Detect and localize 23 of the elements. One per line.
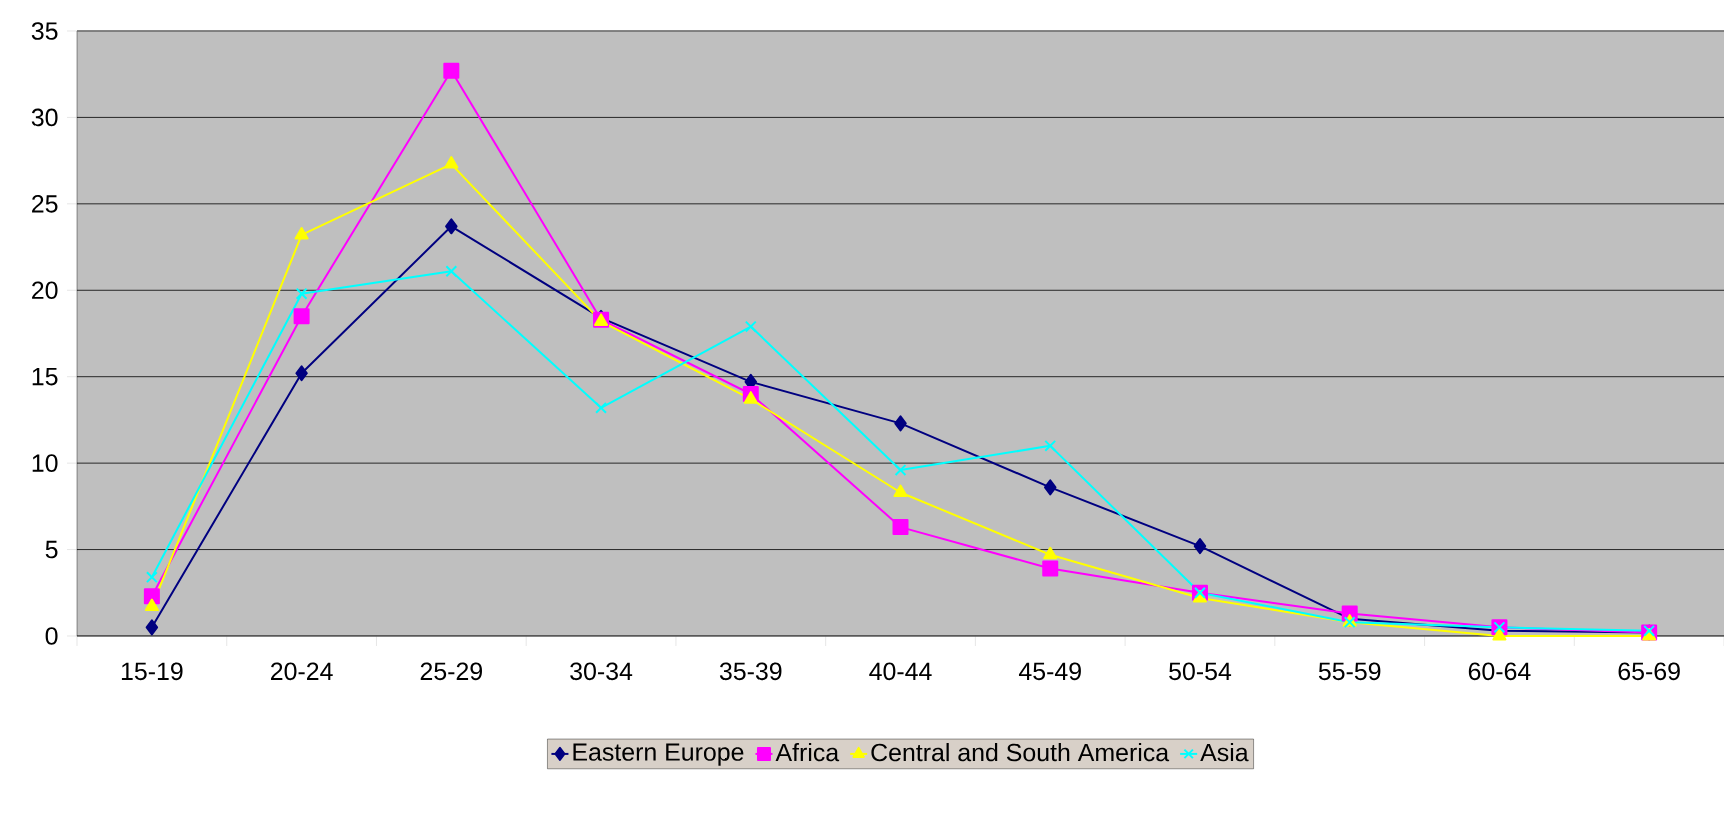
y-tick-label: 35 (31, 22, 58, 40)
y-tick-label: 5 (45, 540, 58, 559)
x-tick-label: 60-64 (1468, 662, 1531, 681)
x-tick-label: 55-59 (1318, 662, 1381, 681)
x-tick-label: 50-54 (1169, 662, 1232, 681)
y-tick-label: 25 (32, 195, 58, 213)
x-tick-label: 30-34 (570, 662, 633, 681)
x-tick-label: 65-69 (1618, 662, 1680, 681)
y-tick-label: 30 (31, 108, 58, 127)
x-tick-label: 40-44 (869, 662, 932, 681)
x-tick-label: 25-29 (420, 662, 482, 681)
y-tick-label: 10 (32, 454, 58, 472)
legend-label: Asia (1200, 743, 1249, 762)
legend-label: Central and South America (871, 743, 1170, 762)
legend-label: Africa (775, 743, 840, 762)
x-tick-label: 35-39 (719, 662, 782, 681)
legend-label: Eastern Europe (573, 743, 744, 766)
x-tick-label: 45-49 (1018, 662, 1081, 681)
y-tick-label: 20 (32, 281, 58, 300)
x-tick-label: 20-24 (271, 662, 333, 681)
y-tick-label: 15 (32, 368, 58, 386)
x-tick-label: 15-19 (121, 662, 183, 681)
y-tick-label: 0 (45, 627, 58, 645)
